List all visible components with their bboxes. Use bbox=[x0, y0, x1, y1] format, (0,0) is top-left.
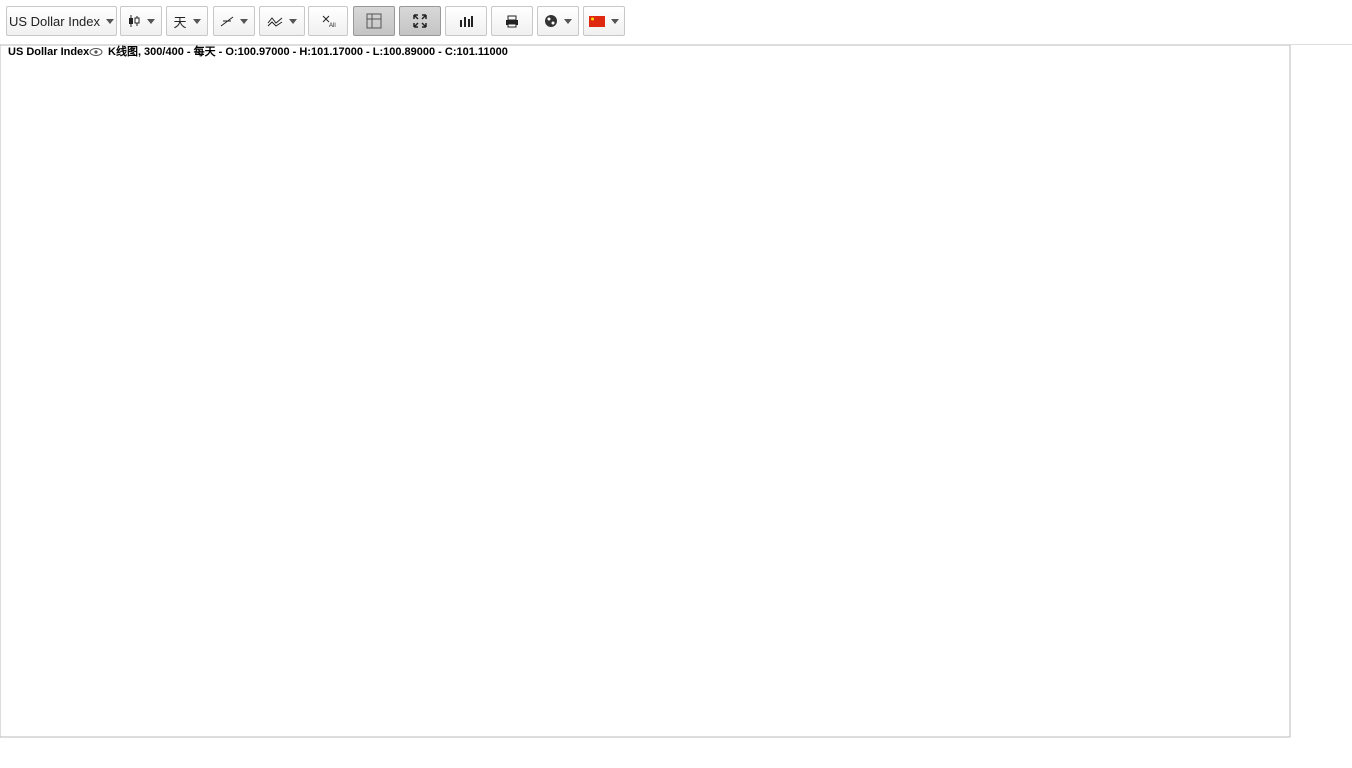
clear-all-button[interactable]: All bbox=[308, 6, 348, 36]
symbol-select[interactable]: US Dollar Index bbox=[6, 6, 117, 36]
header-symbol: US Dollar Index bbox=[8, 46, 90, 58]
crosshair-button[interactable] bbox=[353, 6, 395, 36]
theme-button[interactable] bbox=[537, 6, 579, 36]
svg-text:All: All bbox=[329, 23, 336, 28]
plot-area bbox=[0, 44, 1291, 738]
visibility-icon[interactable] bbox=[89, 48, 103, 56]
chart-type-button[interactable] bbox=[120, 6, 162, 36]
period-label: 天 bbox=[173, 14, 187, 30]
draw-tool-button[interactable] bbox=[213, 6, 255, 36]
fullscreen-button[interactable] bbox=[399, 6, 441, 36]
symbol-label: US Dollar Index bbox=[8, 13, 101, 29]
toolbar: US Dollar Index 天 All bbox=[0, 0, 1352, 45]
language-button[interactable] bbox=[583, 6, 625, 36]
volume-button[interactable] bbox=[445, 6, 487, 36]
indicator-button[interactable] bbox=[259, 6, 305, 36]
period-select[interactable]: 天 bbox=[166, 6, 208, 36]
header-details: K线图, 300/400 - 每天 - O:100.97000 - H:101.… bbox=[108, 44, 508, 58]
print-button[interactable] bbox=[491, 6, 533, 36]
